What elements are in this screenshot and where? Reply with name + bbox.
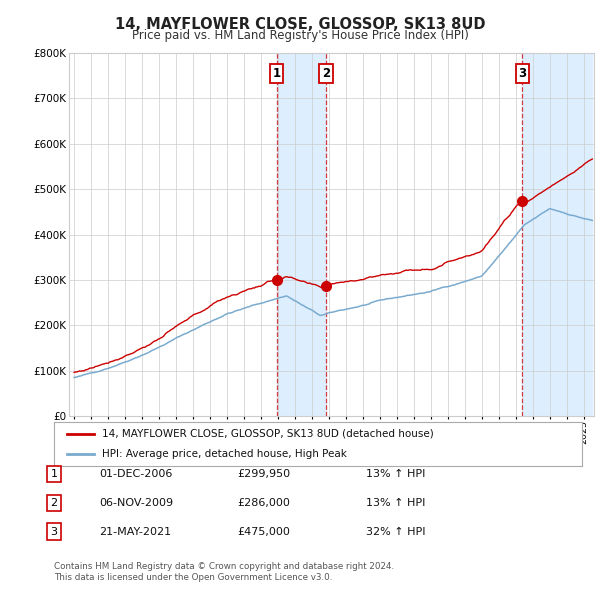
Text: £286,000: £286,000 <box>237 498 290 507</box>
Text: £299,950: £299,950 <box>237 469 290 478</box>
Text: This data is licensed under the Open Government Licence v3.0.: This data is licensed under the Open Gov… <box>54 572 332 582</box>
Text: Contains HM Land Registry data © Crown copyright and database right 2024.: Contains HM Land Registry data © Crown c… <box>54 562 394 571</box>
Text: 06-NOV-2009: 06-NOV-2009 <box>99 498 173 507</box>
Bar <box>277 53 326 416</box>
Text: 3: 3 <box>518 67 526 80</box>
Text: 13% ↑ HPI: 13% ↑ HPI <box>366 498 425 507</box>
Text: 2: 2 <box>50 498 58 507</box>
Text: £475,000: £475,000 <box>237 527 290 536</box>
Text: 14, MAYFLOWER CLOSE, GLOSSOP, SK13 8UD: 14, MAYFLOWER CLOSE, GLOSSOP, SK13 8UD <box>115 17 485 31</box>
Text: Price paid vs. HM Land Registry's House Price Index (HPI): Price paid vs. HM Land Registry's House … <box>131 30 469 42</box>
Bar <box>522 53 592 416</box>
Text: 13% ↑ HPI: 13% ↑ HPI <box>366 469 425 478</box>
Text: 1: 1 <box>50 469 58 478</box>
Text: 1: 1 <box>272 67 281 80</box>
Text: 21-MAY-2021: 21-MAY-2021 <box>99 527 171 536</box>
Text: 32% ↑ HPI: 32% ↑ HPI <box>366 527 425 536</box>
Text: HPI: Average price, detached house, High Peak: HPI: Average price, detached house, High… <box>101 449 346 459</box>
Text: 2: 2 <box>322 67 330 80</box>
Text: 3: 3 <box>50 527 58 536</box>
Text: 14, MAYFLOWER CLOSE, GLOSSOP, SK13 8UD (detached house): 14, MAYFLOWER CLOSE, GLOSSOP, SK13 8UD (… <box>101 429 433 439</box>
Text: 01-DEC-2006: 01-DEC-2006 <box>99 469 172 478</box>
